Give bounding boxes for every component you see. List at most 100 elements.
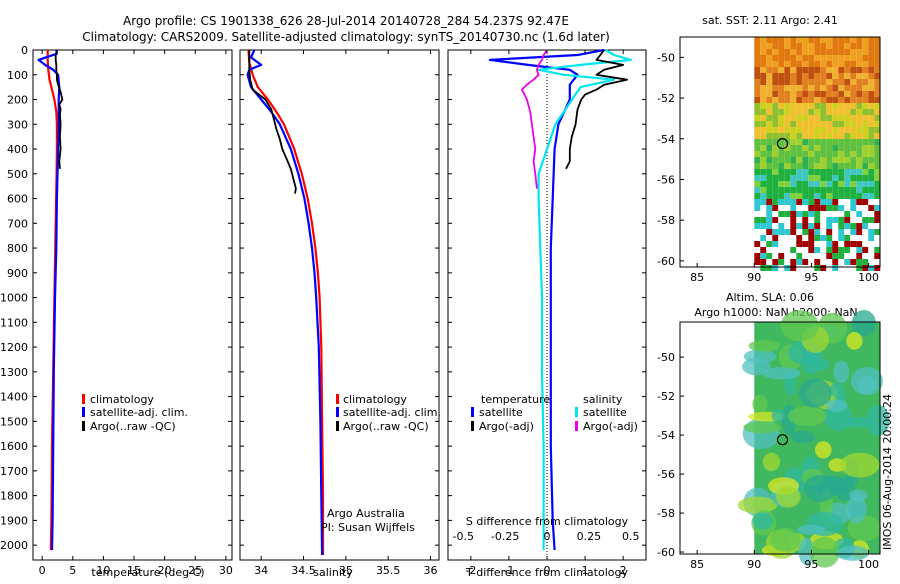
sst-cell (802, 103, 809, 109)
sst-cell (856, 223, 863, 229)
sst-cell (826, 79, 833, 85)
sst-cell (844, 133, 851, 139)
sst-cell (808, 55, 815, 61)
sst-cell (850, 121, 857, 127)
sst-cell (838, 205, 845, 211)
sst-cell (826, 91, 833, 97)
lon-tick-label: 100 (858, 558, 879, 571)
sst-cell (760, 67, 767, 73)
sst-cell (844, 229, 851, 235)
sst-cell (838, 79, 845, 85)
sla-blob (796, 524, 826, 535)
salinity-series (246, 49, 325, 556)
lat-tick-label: -56 (657, 173, 675, 186)
sst-cell (844, 73, 851, 79)
sst-cell (790, 85, 797, 91)
sst-cell (760, 163, 767, 169)
sst-cell (766, 145, 773, 151)
sst-cell (772, 247, 779, 253)
lon-tick-label: 95 (804, 558, 818, 571)
sst-cell (844, 151, 851, 157)
sst-cell (850, 259, 857, 265)
sst-cell (808, 241, 815, 247)
sst-cell (826, 49, 833, 55)
sst-cell (808, 259, 815, 265)
sst-cell (766, 157, 773, 163)
sst-cell (754, 169, 761, 175)
sst-cell (814, 169, 821, 175)
sst-cell (814, 163, 821, 169)
sst-cell (838, 37, 845, 43)
sst-cell (820, 79, 827, 85)
sst-cell (874, 229, 881, 235)
sst-cell (838, 127, 845, 133)
sst-cell (844, 163, 851, 169)
lat-tick-label: -52 (657, 92, 675, 105)
sst-cell (790, 187, 797, 193)
sst-cell (760, 139, 767, 145)
depth-tick-label: 1400 (0, 391, 28, 404)
sla-blob (866, 404, 890, 437)
s-tick-label: 0 (544, 530, 551, 543)
sst-cell (838, 85, 845, 91)
x-tick-label: 35 (339, 564, 353, 577)
sst-cell (826, 151, 833, 157)
sst-cell (826, 187, 833, 193)
sst-cell (820, 121, 827, 127)
sla-blob (762, 452, 781, 472)
legend-climatology: climatology (90, 393, 154, 406)
sst-cell (814, 43, 821, 49)
sst-cell (802, 73, 809, 79)
sst-cell (856, 163, 863, 169)
s-tick-label: 0.5 (622, 530, 640, 543)
sst-cell (820, 157, 827, 163)
sst-cell (868, 265, 875, 271)
sst-cell (784, 265, 791, 271)
sst-cell (784, 163, 791, 169)
sst-cell (826, 253, 833, 259)
sst-cell (874, 145, 881, 151)
legend-t-satellite: satellite (479, 406, 523, 419)
sst-cell (820, 37, 827, 43)
x-tick-label: 30 (219, 564, 233, 577)
sst-cell (832, 43, 839, 49)
lat-tick-label: -50 (657, 351, 675, 364)
sst-cell (808, 229, 815, 235)
sst-cell (796, 169, 803, 175)
sst-cell (844, 169, 851, 175)
sst-cell (832, 217, 839, 223)
sst-cell (802, 43, 809, 49)
sst-cell (850, 43, 857, 49)
sst-cell (832, 121, 839, 127)
sst-cell (868, 229, 875, 235)
sst-cell (856, 55, 863, 61)
sst-cell (826, 259, 833, 265)
sst-cell (784, 157, 791, 163)
series-line-argo-raw-qc- (54, 49, 64, 169)
sst-cell (754, 139, 761, 145)
sst-cell (850, 85, 857, 91)
sst-cell (820, 85, 827, 91)
sst-cell (856, 193, 863, 199)
sst-cell (850, 61, 857, 67)
sst-cell (754, 115, 761, 121)
depth-tick-label: 800 (7, 242, 28, 255)
sst-cell (754, 67, 761, 73)
sst-cell (754, 163, 761, 169)
sst-cell (838, 139, 845, 145)
sst-cell (778, 91, 785, 97)
sst-cell (754, 73, 761, 79)
sst-cell (808, 145, 815, 151)
depth-tick-label: 100 (7, 69, 28, 82)
sst-cell (760, 109, 767, 115)
sst-cell (838, 193, 845, 199)
sst-cell (760, 211, 767, 217)
sst-cell (766, 91, 773, 97)
sst-cell (820, 241, 827, 247)
sst-cell (796, 43, 803, 49)
sst-cell (862, 121, 869, 127)
sst-cell (808, 163, 815, 169)
temperature-legend: climatology satellite-adj. clim. Argo(..… (82, 393, 188, 433)
sst-cell (814, 109, 821, 115)
sst-cell (832, 109, 839, 115)
